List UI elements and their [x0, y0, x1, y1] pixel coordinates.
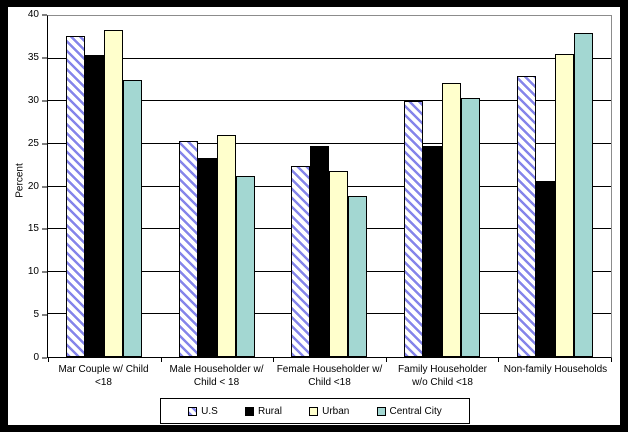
- y-tick: [42, 271, 47, 273]
- y-tick: [42, 57, 47, 59]
- bar-rural: [423, 146, 443, 357]
- plot-area: [47, 15, 612, 362]
- x-tick: [273, 358, 275, 362]
- y-tick-label: 15: [27, 223, 39, 235]
- bar-rural: [535, 180, 555, 357]
- y-tick: [42, 314, 47, 316]
- y-axis: 0 5 10 15 20 25 30 35 40: [8, 10, 47, 363]
- bar-central-city: [461, 97, 481, 357]
- bar-u-s: [516, 75, 536, 357]
- legend: U.S Rural Urban Central City: [160, 398, 470, 424]
- bar-group: [498, 16, 611, 357]
- category-label-line: Female Householder w/: [276, 364, 383, 375]
- y-axis-title: Percent: [14, 163, 26, 198]
- bar-group: [48, 16, 161, 357]
- category-label-line: Family Householder: [398, 364, 487, 375]
- bar-group: [161, 16, 274, 357]
- x-tick: [498, 358, 500, 362]
- category-label-line: Non-family Households: [503, 364, 608, 375]
- chart-frame: 0 5 10 15 20 25 30 35 40 Percent Mar Couple w/ C…: [8, 7, 620, 425]
- bar-central-city: [235, 176, 255, 357]
- category-label-line: Child <18: [308, 377, 351, 388]
- bar-urban: [104, 29, 124, 357]
- bar-u-s: [178, 141, 198, 357]
- legend-items: U.S Rural Urban Central City: [161, 406, 469, 417]
- legend-swatch-icon: [376, 406, 386, 416]
- bar-rural: [310, 146, 330, 357]
- bar-urban: [554, 53, 574, 357]
- category-label: Male Householder w/Child < 18: [160, 363, 273, 389]
- gridline: [48, 142, 611, 144]
- x-tick: [48, 358, 49, 362]
- category-label-line: w/o Child <18: [412, 377, 473, 388]
- legend-item: Urban: [309, 406, 349, 417]
- bar-u-s: [66, 35, 86, 357]
- legend-swatch-icon: [245, 406, 255, 416]
- category-label-line: Mar Couple w/ Child: [58, 364, 149, 375]
- bar-central-city: [348, 195, 368, 357]
- y-tick: [42, 186, 47, 187]
- category-label-line: Child < 18: [193, 377, 240, 388]
- category-label: Non-family Households: [499, 363, 612, 389]
- y-tick-label: 10: [27, 266, 39, 278]
- y-tick-label: 30: [27, 94, 39, 106]
- y-tick-label: 40: [27, 9, 39, 20]
- x-tick: [160, 358, 162, 362]
- y-tick-label: 25: [27, 137, 39, 149]
- bar-rural: [197, 157, 217, 357]
- x-axis-category-labels: Mar Couple w/ Child <18 Male Householder w…: [47, 363, 612, 389]
- bar-u-s: [291, 166, 311, 357]
- bar-rural: [85, 55, 105, 357]
- legend-swatch-icon: [309, 406, 319, 416]
- y-tick-label: 20: [27, 180, 39, 192]
- legend-item: Rural: [245, 406, 282, 417]
- x-tick: [611, 358, 612, 362]
- bar-urban: [329, 171, 349, 357]
- bar-group: [273, 16, 386, 357]
- bar-urban: [442, 82, 462, 357]
- legend-swatch-icon: [188, 406, 198, 416]
- legend-label: Urban: [322, 405, 350, 417]
- legend-label: Central City: [389, 405, 442, 417]
- category-label: Female Householder w/Child <18: [273, 363, 386, 389]
- bar-group: [386, 16, 499, 357]
- bar-urban: [216, 135, 236, 357]
- y-tick: [42, 14, 47, 16]
- y-tick-label: 0: [33, 352, 39, 363]
- category-label: Mar Couple w/ Child <18: [47, 363, 160, 389]
- y-tick: [42, 100, 47, 102]
- gridline: [48, 57, 611, 59]
- legend-label: U.S: [201, 405, 218, 417]
- bar-u-s: [404, 101, 424, 357]
- legend-item: U.S: [188, 406, 218, 417]
- legend-item: Central City: [376, 405, 442, 417]
- y-tick-label: 5: [33, 309, 39, 321]
- gridline: [48, 100, 611, 102]
- bar-groups: [48, 16, 611, 357]
- category-label: Family Householder w/o Child <18: [386, 363, 499, 389]
- y-tick: [42, 357, 47, 359]
- legend-label: Rural: [258, 405, 282, 417]
- y-tick: [42, 228, 47, 230]
- y-tick: [42, 143, 47, 145]
- category-label-line: <18: [95, 377, 112, 388]
- bar-central-city: [573, 33, 593, 357]
- x-tick: [385, 358, 387, 362]
- y-tick-label: 35: [27, 51, 39, 63]
- bar-central-city: [123, 79, 143, 357]
- category-label-line: Male Householder w/: [169, 364, 264, 375]
